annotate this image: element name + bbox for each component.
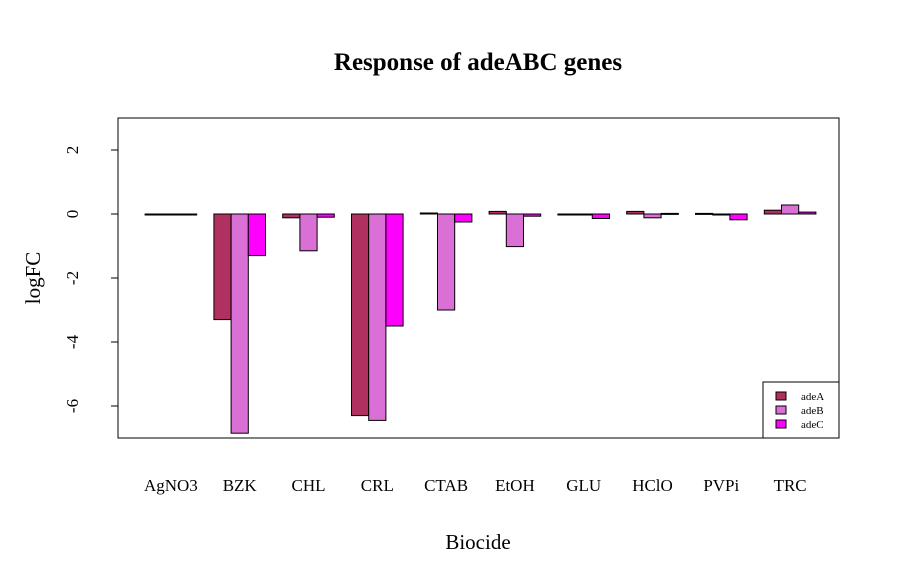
bar-adeB-CTAB — [437, 213, 456, 311]
bars-group — [144, 204, 817, 434]
legend-swatch-adeC — [775, 419, 787, 429]
bar-adeC-HClO — [660, 212, 679, 215]
bar-adeA-GLU — [557, 213, 576, 216]
y-tick-label: -4 — [63, 334, 82, 349]
bar-adeB-HClO — [643, 213, 662, 219]
x-tick-label: CRL — [361, 476, 394, 495]
bar-adeA-PVPi — [695, 212, 714, 215]
bar-adeA-BZK — [213, 213, 232, 321]
bar-adeB-EtOH — [505, 213, 524, 248]
bar-adeC-CHL — [316, 213, 335, 218]
legend-label-adeB: adeB — [801, 405, 824, 417]
bar-adeC-TRC — [798, 211, 817, 215]
bar-adeA-CHL — [282, 213, 301, 219]
x-tick-label: EtOH — [495, 476, 535, 495]
legend: adeA adeB adeC — [762, 381, 840, 439]
bar-adeA-AgNO3 — [144, 213, 163, 216]
legend-swatch-adeB — [775, 405, 787, 415]
bar-adeB-BZK — [230, 213, 249, 434]
bar-adeB-CRL — [368, 213, 387, 421]
chart-title: Response of adeABC genes — [334, 49, 622, 76]
x-tick-label: GLU — [566, 476, 601, 495]
bar-adeA-CRL — [351, 213, 370, 417]
y-tick-label: -6 — [63, 399, 82, 413]
y-axis-title: logFC — [21, 252, 45, 305]
legend-label-adeC: adeC — [801, 419, 824, 431]
bar-adeC-AgNO3 — [179, 213, 198, 216]
y-tick-label: -2 — [63, 271, 82, 285]
bar-adeC-PVPi — [729, 213, 748, 221]
bar-adeB-PVPi — [712, 213, 731, 216]
x-tick-label: AgNO3 — [144, 476, 198, 495]
bar-adeB-TRC — [781, 204, 800, 215]
x-tick-label: TRC — [774, 476, 807, 495]
bar-adeB-GLU — [574, 213, 593, 216]
y-tick-label: 2 — [63, 146, 82, 155]
legend-swatch-adeA — [775, 391, 787, 401]
bar-adeA-EtOH — [488, 210, 507, 215]
bar-adeC-BZK — [247, 213, 267, 257]
y-tick-label: 0 — [63, 210, 82, 219]
bar-adeC-EtOH — [523, 213, 542, 217]
x-tick-label: PVPi — [703, 476, 739, 495]
bar-adeC-CTAB — [454, 213, 473, 223]
bar-adeC-GLU — [591, 213, 610, 219]
x-axis-title: Biocide — [445, 530, 510, 554]
bar-adeA-HClO — [626, 210, 645, 215]
x-tick-label: CTAB — [424, 476, 468, 495]
x-tick-label: CHL — [292, 476, 326, 495]
bar-adeA-CTAB — [419, 212, 438, 215]
x-axis-labels: AgNO3 BZK CHL CRL CTAB EtOH GLU HClO PVPi TRC — [144, 476, 807, 495]
x-tick-label: HClO — [632, 476, 673, 495]
bar-adeC-CRL — [385, 213, 404, 327]
bar-adeB-AgNO3 — [161, 213, 181, 216]
bar-adeB-CHL — [299, 213, 318, 252]
y-axis: -6 -4 -2 0 2 — [63, 146, 118, 413]
x-tick-label: BZK — [223, 476, 258, 495]
bar-adeA-TRC — [763, 209, 782, 215]
legend-label-adeA: adeA — [801, 391, 824, 403]
